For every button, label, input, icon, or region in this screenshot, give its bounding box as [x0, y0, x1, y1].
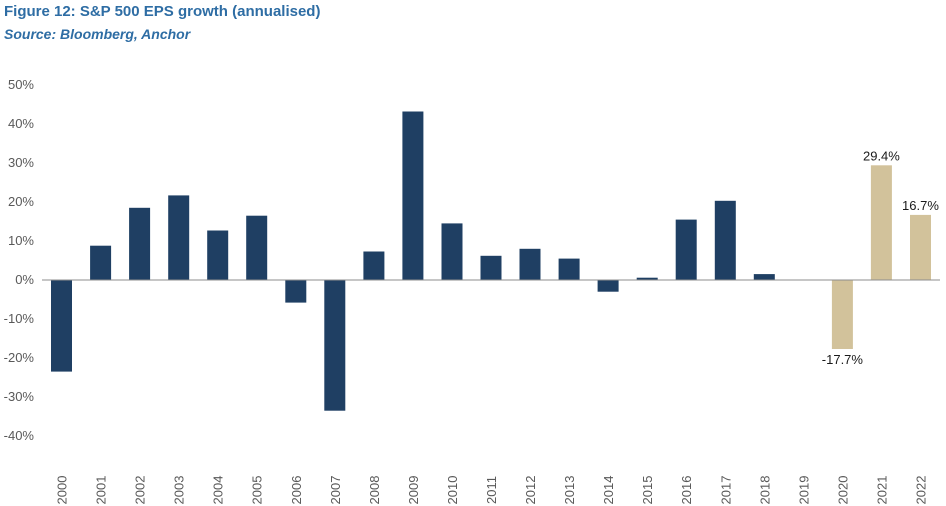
x-tick-label-2007: 2007	[328, 476, 343, 505]
data-label-2022: 16.7%	[902, 198, 939, 213]
x-tick-label-2019: 2019	[796, 476, 811, 505]
bar-2004	[207, 230, 229, 280]
y-tick-label: -40%	[4, 428, 35, 443]
bar-2020	[831, 280, 853, 349]
bar-2018	[753, 274, 775, 280]
x-tick-label-2015: 2015	[640, 476, 655, 505]
x-tick-label-2021: 2021	[874, 476, 889, 505]
bar-2022	[910, 214, 931, 280]
y-tick-label: -30%	[4, 389, 35, 404]
bar-2015	[636, 277, 658, 280]
bar-2013	[558, 258, 580, 280]
bar-2001	[90, 245, 112, 280]
bar-2000	[51, 280, 72, 372]
x-tick-label-2018: 2018	[757, 476, 772, 505]
x-tick-label-2020: 2020	[835, 476, 850, 505]
x-tick-label-2009: 2009	[406, 476, 421, 505]
bar-2014	[597, 280, 619, 292]
bar-2003	[168, 195, 190, 280]
x-tick-label-2016: 2016	[679, 476, 694, 505]
bar-2002	[129, 207, 151, 280]
x-tick-label-2000: 2000	[55, 476, 70, 505]
x-tick-label-2010: 2010	[445, 476, 460, 505]
bar-2010	[441, 223, 463, 280]
bar-2016	[675, 219, 697, 280]
chart-source: Source: Bloomberg, Anchor	[4, 26, 191, 42]
x-tick-label-2005: 2005	[250, 476, 265, 505]
x-tick-label-2004: 2004	[211, 476, 226, 505]
data-label-2020: -17.7%	[822, 352, 864, 367]
x-tick-label-2022: 2022	[913, 476, 928, 505]
bar-2009	[402, 111, 424, 280]
chart-title: Figure 12: S&P 500 EPS growth (annualise…	[4, 3, 321, 20]
y-tick-label: 30%	[8, 155, 34, 170]
x-tick-label-2011: 2011	[484, 476, 499, 504]
x-tick-label-2006: 2006	[289, 476, 304, 505]
bar-2008	[363, 251, 385, 280]
y-tick-label: 50%	[8, 77, 34, 92]
y-tick-label: 40%	[8, 116, 34, 131]
bar-2017	[714, 200, 736, 280]
data-label-2021: 29.4%	[863, 148, 900, 163]
x-tick-label-2012: 2012	[523, 476, 538, 505]
y-tick-label: 0%	[15, 272, 34, 287]
x-tick-label-2014: 2014	[601, 476, 616, 505]
bar-2011	[480, 255, 502, 280]
x-tick-label-2003: 2003	[172, 476, 187, 505]
bar-2006	[285, 280, 307, 303]
bar-2012	[519, 248, 541, 280]
bar-2007	[324, 280, 346, 411]
bar-2005	[246, 215, 268, 280]
x-tick-label-2013: 2013	[562, 476, 577, 505]
x-tick-label-2008: 2008	[367, 476, 382, 505]
x-tick-label-2017: 2017	[718, 476, 733, 505]
y-tick-label: -10%	[4, 311, 35, 326]
x-tick-label-2002: 2002	[133, 476, 148, 505]
y-tick-label: 10%	[8, 233, 34, 248]
y-tick-label: -20%	[4, 350, 35, 365]
bar-2021	[870, 165, 892, 280]
y-tick-label: 20%	[8, 194, 34, 209]
x-tick-label-2001: 2001	[94, 476, 109, 505]
